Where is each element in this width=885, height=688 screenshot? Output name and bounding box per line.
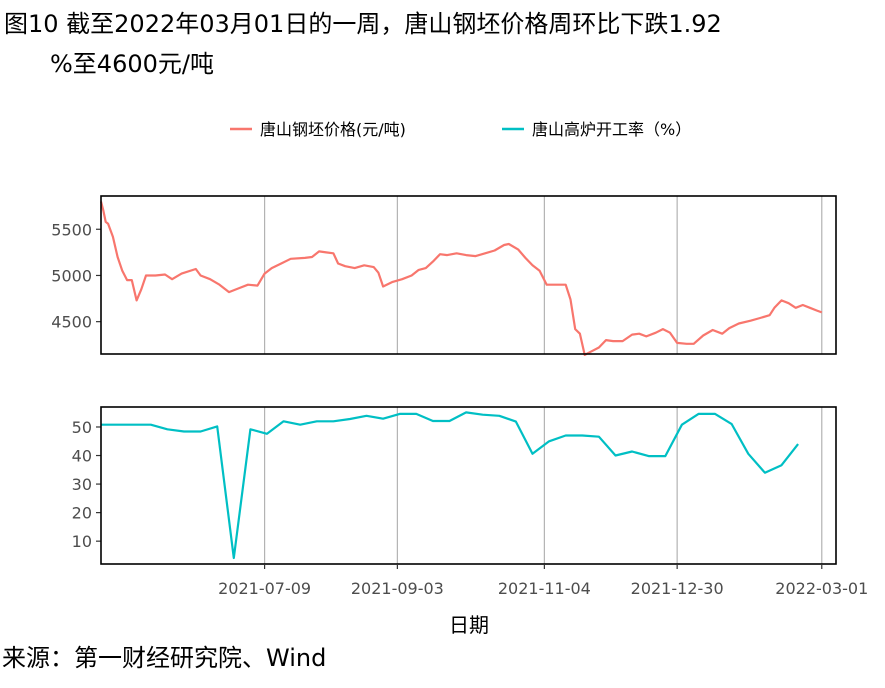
y-tick-label-bottom-0: 10: [72, 532, 92, 551]
chart-title: 图10 截至2022年03月01日的一周，唐山钢坯价格周环比下跌1.92 %至4…: [4, 4, 882, 84]
y-tick-label-bottom-4: 50: [72, 418, 92, 437]
y-tick-label-bottom-3: 40: [72, 447, 92, 466]
x-axis: 2021-07-09 2021-09-03 2021-11-04 2021-12-30…: [218, 564, 868, 598]
source-note: 来源：第一财经研究院、Wind: [2, 644, 327, 672]
x-tick-label-3: 2021-12-30: [631, 579, 724, 598]
x-tick-label-4: 2022-03-01: [775, 579, 868, 598]
y-tick-label-bottom-2: 30: [72, 475, 92, 494]
series-line-1: [101, 411, 799, 560]
x-tick-label-2: 2021-11-04: [498, 579, 591, 598]
chart-title-line2: %至4600元/吨: [50, 50, 214, 78]
legend-label-0: 唐山钢坯价格(元/吨): [260, 120, 406, 139]
y-tick-label-bottom-1: 20: [72, 504, 92, 523]
panel-price: 4500 5000 5500: [51, 195, 837, 356]
panel-border-top: [100, 195, 837, 355]
legend-label-1: 唐山高炉开工率（%）: [532, 120, 691, 139]
x-axis-title: 日期: [449, 613, 489, 637]
y-tick-label-top-2: 5500: [51, 220, 92, 239]
series-line-0: [99, 201, 823, 356]
x-tick-label-0: 2021-07-09: [218, 579, 311, 598]
chart-title-line1: 图10 截至2022年03月01日的一周，唐山钢坯价格周环比下跌1.92: [4, 10, 722, 38]
x-tick-label-1: 2021-09-03: [351, 579, 444, 598]
y-tick-label-top-1: 5000: [51, 266, 92, 285]
y-tick-label-top-0: 4500: [51, 313, 92, 332]
panel-operating-rate: 10 20 30 40 50: [72, 406, 837, 565]
panel-border-bottom: [100, 406, 837, 565]
legend: 唐山钢坯价格(元/吨) 唐山高炉开工率（%）: [230, 120, 691, 139]
